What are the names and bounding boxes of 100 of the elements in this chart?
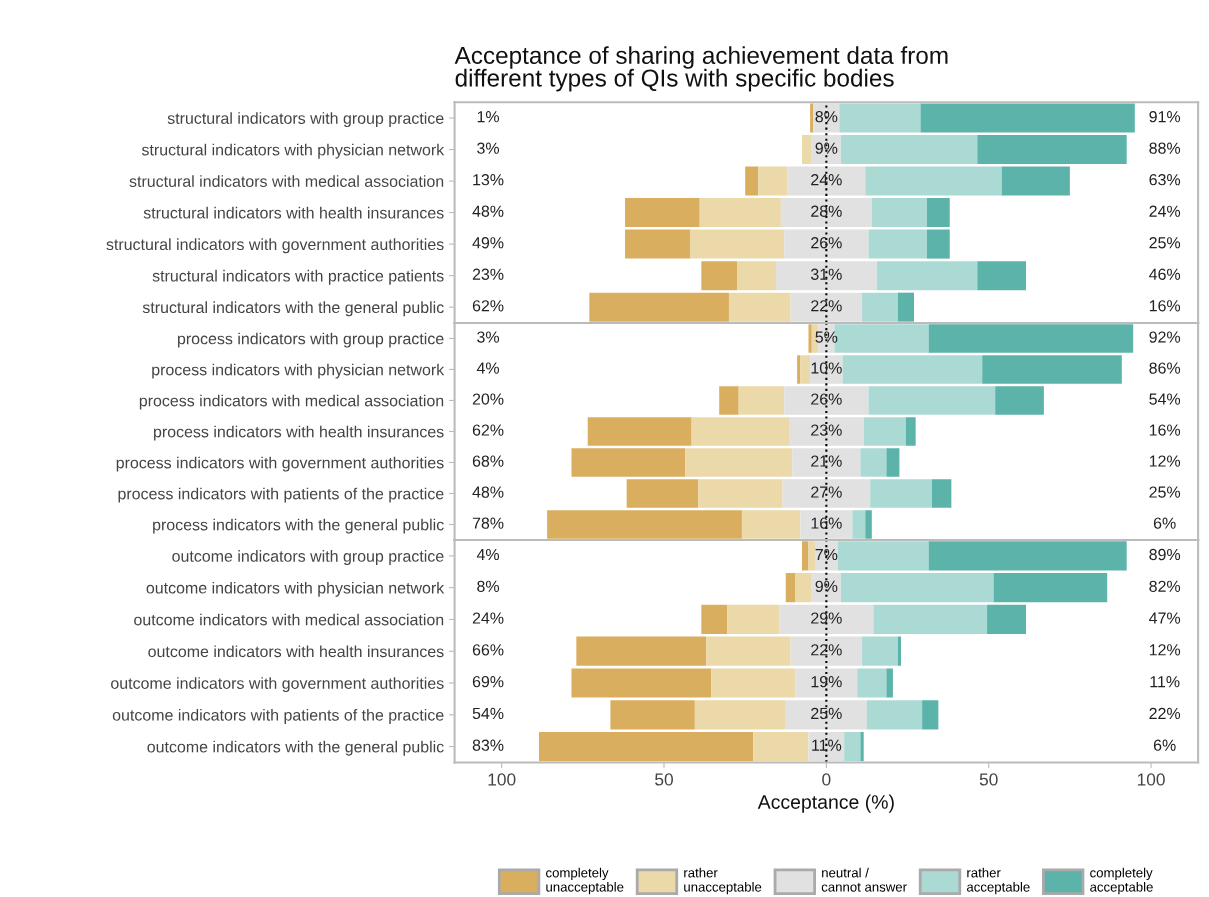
bar xyxy=(931,479,952,508)
bar xyxy=(840,135,978,165)
bar xyxy=(547,510,742,539)
bar xyxy=(987,604,1027,635)
bar xyxy=(800,510,853,539)
y-tick-label: process indicators with the general public xyxy=(153,518,444,534)
data-label: 24% xyxy=(811,174,842,186)
annotation: 3% xyxy=(477,331,500,343)
y-tick-label: process indicators with physician network xyxy=(152,363,445,379)
data-label: 28% xyxy=(811,205,842,217)
data-label: 29% xyxy=(811,612,842,624)
bar xyxy=(995,386,1044,415)
bar xyxy=(857,668,887,698)
bar xyxy=(868,386,996,415)
bar xyxy=(802,135,812,165)
bar xyxy=(784,386,869,415)
bar xyxy=(800,355,811,384)
data-label: 16% xyxy=(811,517,842,529)
bar xyxy=(625,229,690,259)
y-tick-label: structural indicators with medical association xyxy=(129,175,444,188)
bar xyxy=(802,541,809,571)
y-tick-label: outcome indicators with health insurances xyxy=(148,645,444,658)
annotation: 48% xyxy=(472,486,504,498)
data-label: 7% xyxy=(815,548,838,561)
x-tick-label: 100 xyxy=(488,773,516,786)
bar xyxy=(719,386,739,415)
y-tick-label: outcome indicators with physician network xyxy=(146,581,445,597)
legend-label: completely unacceptable xyxy=(546,867,624,895)
data-label: 10% xyxy=(811,362,842,374)
y-tick-label: process indicators with government authorities xyxy=(116,456,444,472)
chart-title: Acceptance of sharing achievement data from different types of QIs with specific bodies xyxy=(454,46,948,92)
bar xyxy=(576,636,707,666)
data-label: 31% xyxy=(810,268,842,280)
bar xyxy=(587,417,692,446)
y-tick-label: structural indicators with practice patients xyxy=(152,269,444,285)
annotation: 25% xyxy=(1149,486,1181,498)
bar xyxy=(780,198,872,228)
bar xyxy=(626,479,699,508)
annotation: 8% xyxy=(477,580,500,592)
annotation: 25% xyxy=(1149,237,1181,249)
bar xyxy=(837,541,929,571)
annotation: 82% xyxy=(1149,580,1181,592)
bar xyxy=(785,700,867,730)
bar xyxy=(691,417,790,446)
annotation: 88% xyxy=(1149,142,1181,154)
bar xyxy=(865,510,872,539)
bar xyxy=(589,292,729,322)
y-tick-label: outcome indicators with the general public xyxy=(147,740,444,756)
annotation: 62% xyxy=(472,424,504,436)
annotation: 16% xyxy=(1149,424,1181,436)
data-label: 9% xyxy=(815,580,838,592)
annotation: 92% xyxy=(1149,331,1181,343)
annotation: 47% xyxy=(1149,612,1181,624)
annotation: 68% xyxy=(472,455,504,467)
annotation: 54% xyxy=(1149,393,1181,405)
bar xyxy=(737,261,777,291)
y-tick-label: structural indicators with the general public xyxy=(142,301,444,317)
annotation: 12% xyxy=(1149,455,1181,467)
bar xyxy=(977,261,1027,291)
annotation: 23% xyxy=(472,268,504,280)
annotation: 86% xyxy=(1149,362,1181,374)
annotation: 48% xyxy=(472,205,504,217)
bar xyxy=(870,479,932,508)
bar xyxy=(727,604,780,635)
annotation: 1% xyxy=(477,111,500,123)
y-tick-label: outcome indicators with government authorities xyxy=(111,677,444,693)
bar xyxy=(698,479,783,508)
data-label: 19% xyxy=(811,675,842,688)
bar xyxy=(745,166,759,196)
bar xyxy=(905,417,916,446)
bar xyxy=(927,229,950,259)
bar xyxy=(571,668,712,698)
y-tick-label: structural indicators with group practice xyxy=(167,112,444,128)
bar xyxy=(810,103,814,133)
bar xyxy=(993,573,1108,603)
bar xyxy=(797,355,801,384)
bar xyxy=(789,417,864,446)
annotation: 69% xyxy=(472,675,504,688)
annotation: 11% xyxy=(1150,676,1180,688)
bar xyxy=(753,731,809,762)
bar xyxy=(784,229,869,259)
annotation: 24% xyxy=(472,612,504,624)
annotation: 6% xyxy=(1153,739,1176,751)
bar xyxy=(920,103,1135,133)
bar xyxy=(685,448,793,477)
bar xyxy=(871,198,927,228)
legend-label: rather acceptable xyxy=(966,867,1030,895)
bar xyxy=(927,198,950,228)
annotation: 62% xyxy=(472,300,504,312)
data-label: 11% xyxy=(812,739,842,751)
bar xyxy=(808,541,815,571)
annotation: 24% xyxy=(1149,205,1181,217)
y-tick-label: outcome indicators with group practice xyxy=(172,550,444,565)
bar xyxy=(689,229,785,259)
bar xyxy=(808,324,812,353)
bar xyxy=(738,386,785,415)
y-tick-label: outcome indicators with patients of the practice xyxy=(112,708,444,724)
bar xyxy=(790,292,863,322)
bar xyxy=(863,417,906,446)
bar xyxy=(928,324,1134,353)
